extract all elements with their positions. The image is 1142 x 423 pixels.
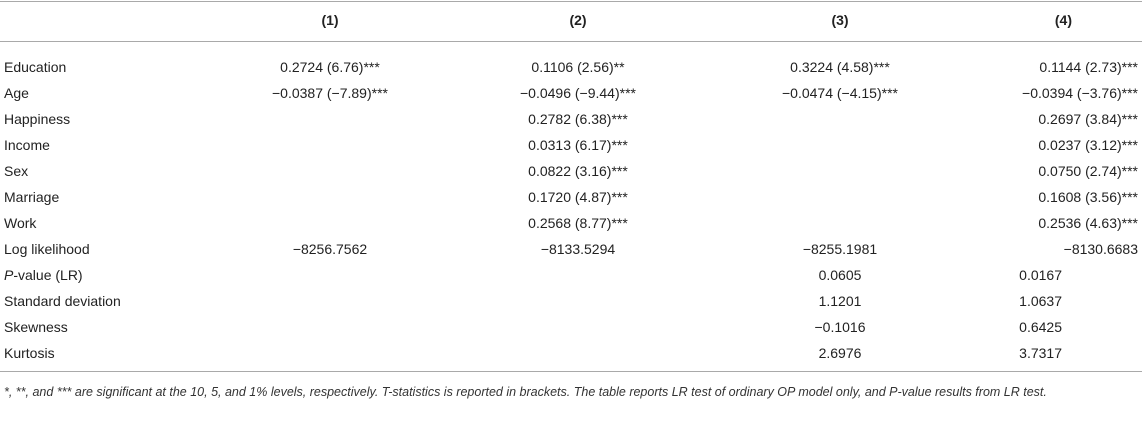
row-label: Age: [4, 85, 29, 101]
cell-col-2: 0.0822 (3.16)***: [528, 163, 628, 179]
table-row-education: Education 0.2724 (6.76)*** 0.1106 (2.56)…: [0, 54, 1142, 80]
cell-col-2: 0.1720 (4.87)***: [528, 189, 628, 205]
table-row-income: Income 0.0313 (6.17)*** 0.0237 (3.12)***: [0, 132, 1142, 158]
cell-col-4: 0.6425: [1019, 319, 1062, 335]
cell-col-2: 0.1106 (2.56)**: [531, 59, 625, 75]
column-header-4: (4): [1054, 12, 1072, 28]
cell-col-4: 1.0637: [1019, 293, 1062, 309]
row-label: Work: [4, 215, 37, 231]
row-label: Income: [4, 137, 50, 153]
row-label: Education: [4, 59, 67, 75]
row-label: P-value (LR): [4, 262, 83, 288]
cell-col-4: 0.2697 (3.84)***: [1038, 111, 1138, 127]
cell-col-3: −0.0474 (−4.15)***: [782, 85, 898, 101]
table-row-happiness: Happiness 0.2782 (6.38)*** 0.2697 (3.84)…: [0, 106, 1142, 132]
cell-col-4: 0.1144 (2.73)***: [1039, 59, 1138, 75]
column-header-1: (1): [321, 12, 339, 28]
bottom-rule: [0, 371, 1142, 372]
table-row-work: Work 0.2568 (8.77)*** 0.2536 (4.63)***: [0, 210, 1142, 236]
cell-col-4: 0.0237 (3.12)***: [1038, 137, 1138, 153]
cell-col-2: 0.0313 (6.17)***: [528, 137, 628, 153]
row-label: Standard deviation: [4, 293, 121, 309]
table-row-age: Age −0.0387 (−7.89)*** −0.0496 (−9.44)**…: [0, 80, 1142, 106]
column-header-2: (2): [569, 12, 587, 28]
row-label-rest: -value (LR): [13, 267, 83, 283]
cell-col-4: 0.0167: [1019, 267, 1062, 283]
table-row-kurtosis: Kurtosis 2.6976 3.7317: [0, 340, 1142, 366]
row-label: Log likelihood: [4, 241, 90, 257]
row-label: Happiness: [4, 111, 71, 127]
cell-col-3: 2.6976: [818, 345, 862, 361]
cell-col-3: 1.1201: [818, 293, 862, 309]
table-row-skewness: Skewness −0.1016 0.6425: [0, 314, 1142, 340]
table-row-p-value: P-value (LR) 0.0605 0.0167: [0, 262, 1142, 288]
cell-col-2: −0.0496 (−9.44)***: [520, 85, 636, 101]
row-label: Kurtosis: [4, 345, 55, 361]
row-label: Sex: [4, 163, 29, 179]
table-row-log-likelihood: Log likelihood −8256.7562 −8133.5294 −82…: [0, 236, 1142, 262]
table-footnote: *, **, and *** are significant at the 10…: [4, 385, 1047, 399]
cell-col-1: −8256.7562: [292, 241, 368, 257]
table-row-standard-deviation: Standard deviation 1.1201 1.0637: [0, 288, 1142, 314]
table-row-marriage: Marriage 0.1720 (4.87)*** 0.1608 (3.56)*…: [0, 184, 1142, 210]
cell-col-1: −0.0387 (−7.89)***: [272, 85, 388, 101]
row-label: Marriage: [4, 189, 60, 205]
cell-col-1: 0.2724 (6.76)***: [280, 59, 380, 75]
cell-col-4: 3.7317: [1019, 345, 1062, 361]
cell-col-4: −8130.6683: [1063, 241, 1138, 257]
cell-col-2: 0.2782 (6.38)***: [528, 111, 628, 127]
cell-col-4: −0.0394 (−3.76)***: [1022, 85, 1138, 101]
cell-col-3: 0.3224 (4.58)***: [790, 59, 890, 75]
row-label-italic: P: [4, 267, 14, 283]
cell-col-3: −8255.1981: [802, 241, 878, 257]
cell-col-4: 0.1608 (3.56)***: [1038, 189, 1138, 205]
cell-col-2: −8133.5294: [540, 241, 616, 257]
cell-col-3: 0.0605: [818, 267, 862, 283]
cell-col-4: 0.0750 (2.74)***: [1038, 163, 1138, 179]
row-label: Skewness: [4, 319, 68, 335]
top-rule: [0, 1, 1142, 2]
column-header-3: (3): [831, 12, 849, 28]
cell-col-3: −0.1016: [814, 319, 866, 335]
header-rule: [0, 41, 1142, 42]
cell-col-2: 0.2568 (8.77)***: [528, 215, 628, 231]
cell-col-4: 0.2536 (4.63)***: [1038, 215, 1138, 231]
table-row-sex: Sex 0.0822 (3.16)*** 0.0750 (2.74)***: [0, 158, 1142, 184]
